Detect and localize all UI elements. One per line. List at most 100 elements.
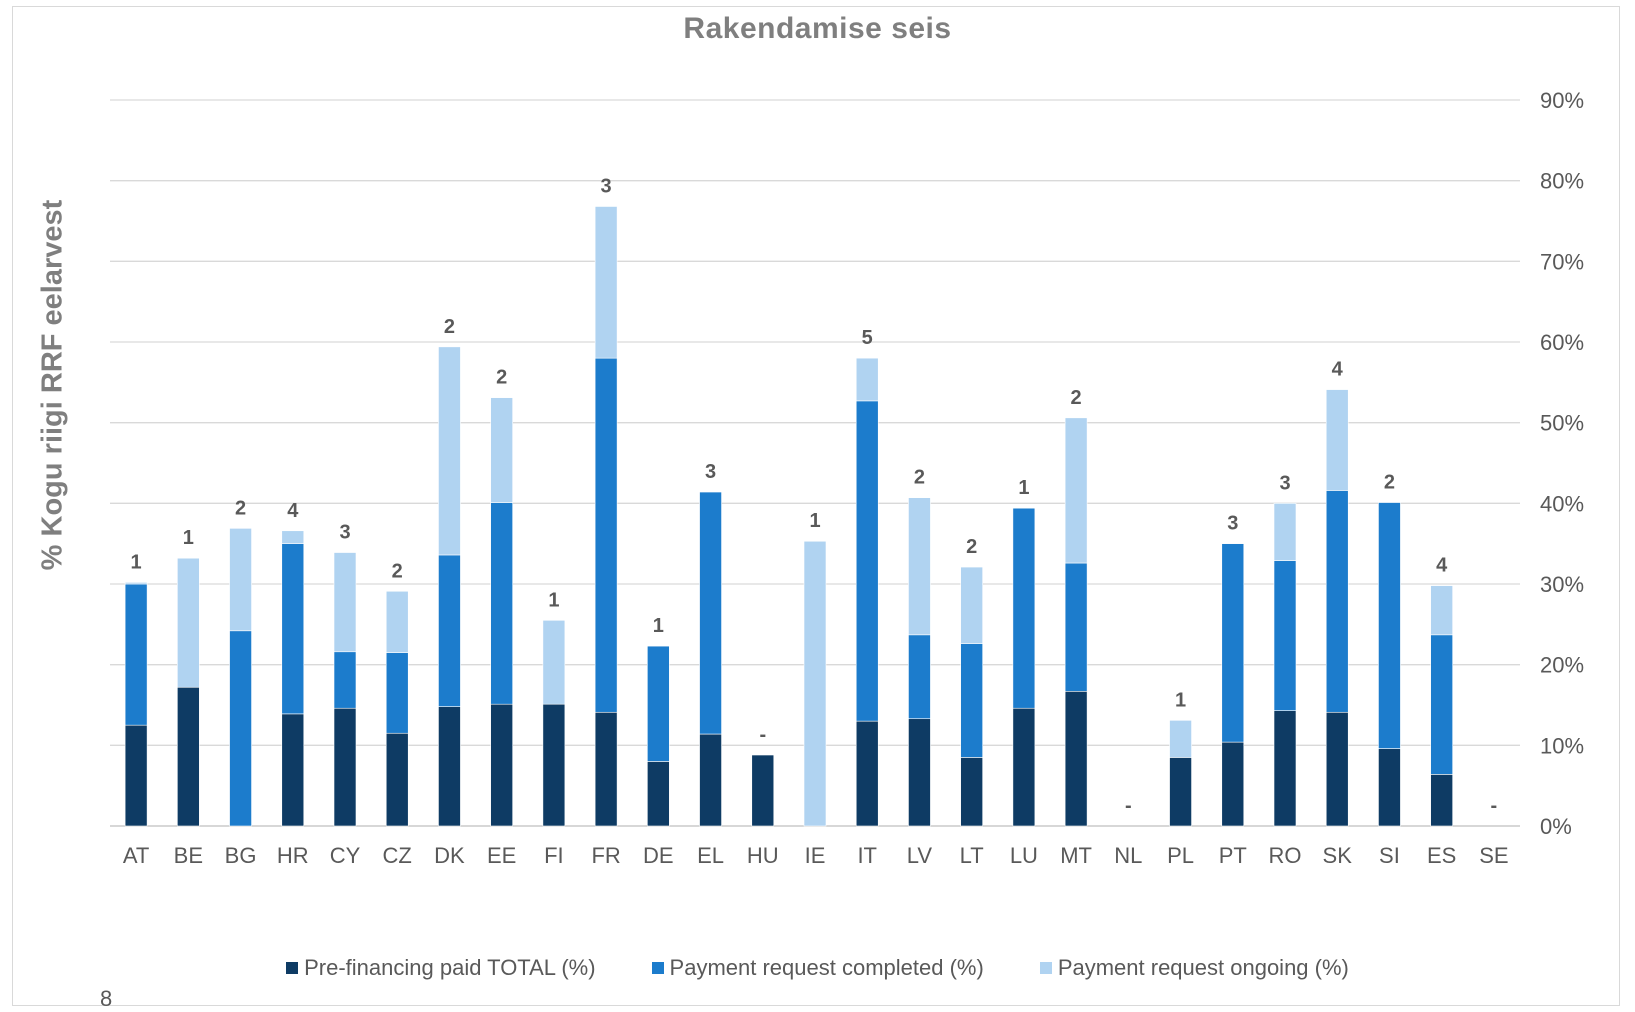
bar-segment-prefinancing <box>1012 707 1036 827</box>
x-tick-label: CZ <box>383 843 412 868</box>
bar-segment-ongoing <box>908 497 931 636</box>
x-tick-label: IT <box>857 843 877 868</box>
x-tick-label: SI <box>1379 843 1400 868</box>
x-tick-label: DE <box>643 843 674 868</box>
bar-label: 3 <box>601 175 612 197</box>
legend-label-ongoing: Payment request ongoing (%) <box>1057 955 1349 980</box>
x-tick-label: SE <box>1479 843 1508 868</box>
x-tick-label: EL <box>697 843 724 868</box>
bar-label: 1 <box>809 510 820 532</box>
bar-label: 2 <box>1384 472 1395 494</box>
bar-label: 2 <box>496 367 507 389</box>
bar-segment-prefinancing <box>1064 690 1088 827</box>
bar-segment-prefinancing <box>333 707 357 827</box>
bar-segment-completed <box>699 491 722 735</box>
chart-title: Rakendamise seis <box>683 12 952 45</box>
bar-label: - <box>1125 795 1132 817</box>
bar-label: 1 <box>653 615 664 637</box>
bar-segment-ongoing <box>542 619 566 705</box>
bar-segment-prefinancing <box>855 720 879 827</box>
bar-segment-prefinancing <box>699 733 722 827</box>
bar-segment-prefinancing <box>1430 774 1453 827</box>
bar-label: 3 <box>339 522 350 544</box>
bar-segment-ongoing <box>1430 585 1453 636</box>
bar-label: 1 <box>183 527 194 549</box>
x-tick-label: RO <box>1269 843 1302 868</box>
x-tick-label: BG <box>225 843 257 868</box>
bar-segment-prefinancing <box>124 724 148 827</box>
legend-item-prefinancing: Pre-financing paid TOTAL (%) <box>286 955 596 981</box>
bar-segment-ongoing <box>385 590 409 653</box>
bar-segment-ongoing <box>960 566 983 644</box>
bar-segment-completed <box>490 502 513 705</box>
y-tick-label: 90% <box>1540 88 1584 113</box>
bar-label: 3 <box>1279 472 1290 494</box>
bar-segment-ongoing <box>1064 417 1088 564</box>
bar-segment-completed <box>438 554 461 707</box>
bar-segment-ongoing <box>803 540 827 827</box>
bar-segment-completed <box>333 651 357 709</box>
x-tick-label: LV <box>907 843 933 868</box>
bar-segment-ongoing <box>1325 389 1349 491</box>
bar-label: 2 <box>392 560 403 582</box>
bar-segment-ongoing <box>855 357 879 402</box>
bar-segment-completed <box>1221 543 1245 743</box>
x-tick-label: AT <box>123 843 149 868</box>
bar-segment-completed <box>1012 507 1036 709</box>
x-tick-label: DK <box>434 843 465 868</box>
x-tick-label: PT <box>1219 843 1247 868</box>
x-tick-label: LU <box>1010 843 1038 868</box>
legend-swatch-prefinancing <box>286 962 299 974</box>
bar-label: 4 <box>1436 555 1448 577</box>
bar-segment-completed <box>281 543 305 715</box>
bar-segment-prefinancing <box>490 703 513 827</box>
x-tick-label: NL <box>1114 843 1142 868</box>
bar-segment-prefinancing <box>542 703 566 827</box>
bar-label: 1 <box>548 589 559 611</box>
bar-segment-completed <box>124 583 148 726</box>
bar-segment-completed <box>908 634 931 720</box>
y-tick-label: 70% <box>1540 249 1584 274</box>
bar-segment-ongoing <box>124 582 148 585</box>
bar-label: 4 <box>1332 359 1344 381</box>
bar-segment-ongoing <box>438 346 461 556</box>
y-tick-label: 40% <box>1540 491 1584 516</box>
x-tick-label: FR <box>591 843 620 868</box>
bar-segment-prefinancing <box>594 711 618 827</box>
page-number: 8 <box>100 986 113 1011</box>
bar-label: 2 <box>1071 387 1082 409</box>
legend-item-completed: Payment request completed (%) <box>651 955 984 981</box>
bar-label: 5 <box>862 327 873 349</box>
bar-segment-completed <box>960 643 983 758</box>
bar-label: - <box>1491 795 1498 817</box>
bar-label: 3 <box>705 461 716 483</box>
x-tick-label: FI <box>544 843 564 868</box>
bar-label: 1 <box>131 551 142 573</box>
y-tick-label: 10% <box>1540 733 1584 758</box>
y-tick-label: 30% <box>1540 572 1584 597</box>
x-tick-label: MT <box>1060 843 1092 868</box>
bar-segment-ongoing <box>333 552 357 653</box>
legend-label-completed: Payment request completed (%) <box>669 955 984 980</box>
bar-segment-completed <box>855 400 879 722</box>
bar-segment-ongoing <box>281 530 305 544</box>
bar-segment-ongoing <box>1273 503 1297 561</box>
bar-label: 3 <box>1227 513 1238 535</box>
y-tick-label: 20% <box>1540 653 1584 678</box>
y-tick-label: 60% <box>1540 330 1584 355</box>
x-tick-label: PL <box>1167 843 1194 868</box>
bar-segment-completed <box>1064 562 1088 692</box>
bar-segment-completed <box>1273 560 1297 711</box>
legend-swatch-ongoing <box>1039 962 1052 974</box>
bar-label: 4 <box>287 500 299 522</box>
bar-segment-completed <box>647 645 670 762</box>
x-tick-label: LT <box>960 843 984 868</box>
x-tick-label: IE <box>805 843 826 868</box>
bar-segment-prefinancing <box>177 686 200 827</box>
bar-segment-completed <box>594 357 618 713</box>
x-tick-label: SK <box>1323 843 1353 868</box>
x-tick-label: HU <box>747 843 779 868</box>
bar-segment-completed <box>1378 502 1401 749</box>
bar-segment-ongoing <box>177 557 200 688</box>
